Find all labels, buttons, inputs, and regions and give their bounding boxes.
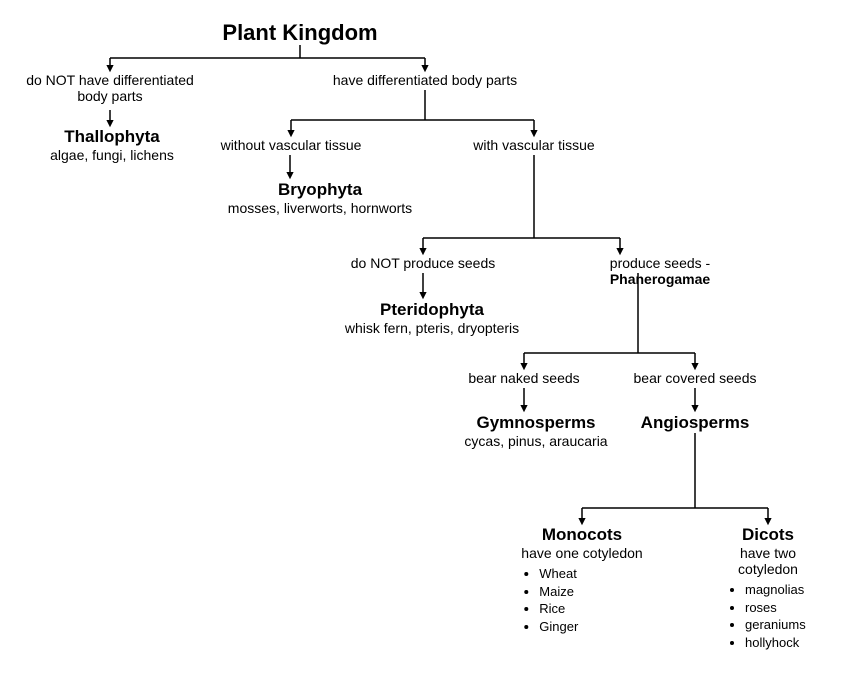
gymnosperms: Gymnosperms cycas, pinus, araucaria [464, 413, 607, 449]
branch4-right-desc: bear covered seeds [634, 370, 757, 386]
branch4-left-desc: bear naked seeds [468, 370, 579, 386]
branch2-left-desc: without vascular tissue [221, 137, 362, 153]
thallophyta: Thallophyta algae, fungi, lichens [50, 127, 174, 163]
tree-connectors [0, 0, 850, 700]
branch3-right-desc: produce seeds - Phanerogamae [565, 255, 755, 287]
pteridophyta: Pteridophyta whisk fern, pteris, dryopte… [345, 300, 519, 336]
dicots-examples: magnolias roses geraniums hollyhock [727, 581, 809, 651]
monocots-examples: Wheat Maize Rice Ginger [521, 565, 642, 635]
angiosperms: Angiosperms [641, 413, 750, 433]
branch3-left-desc: do NOT produce seeds [351, 255, 496, 271]
bryophyta: Bryophyta mosses, liverworts, hornworts [228, 180, 412, 216]
dicots: Dicots have two cotyledon magnolias rose… [727, 525, 809, 651]
monocots: Monocots have one cotyledon Wheat Maize … [521, 525, 642, 635]
branch1-right-desc: have differentiated body parts [333, 72, 517, 88]
branch2-right-desc: with vascular tissue [473, 137, 594, 153]
root-title: Plant Kingdom [222, 20, 377, 46]
branch1-left-desc: do NOT have differentiated body parts [26, 72, 194, 104]
